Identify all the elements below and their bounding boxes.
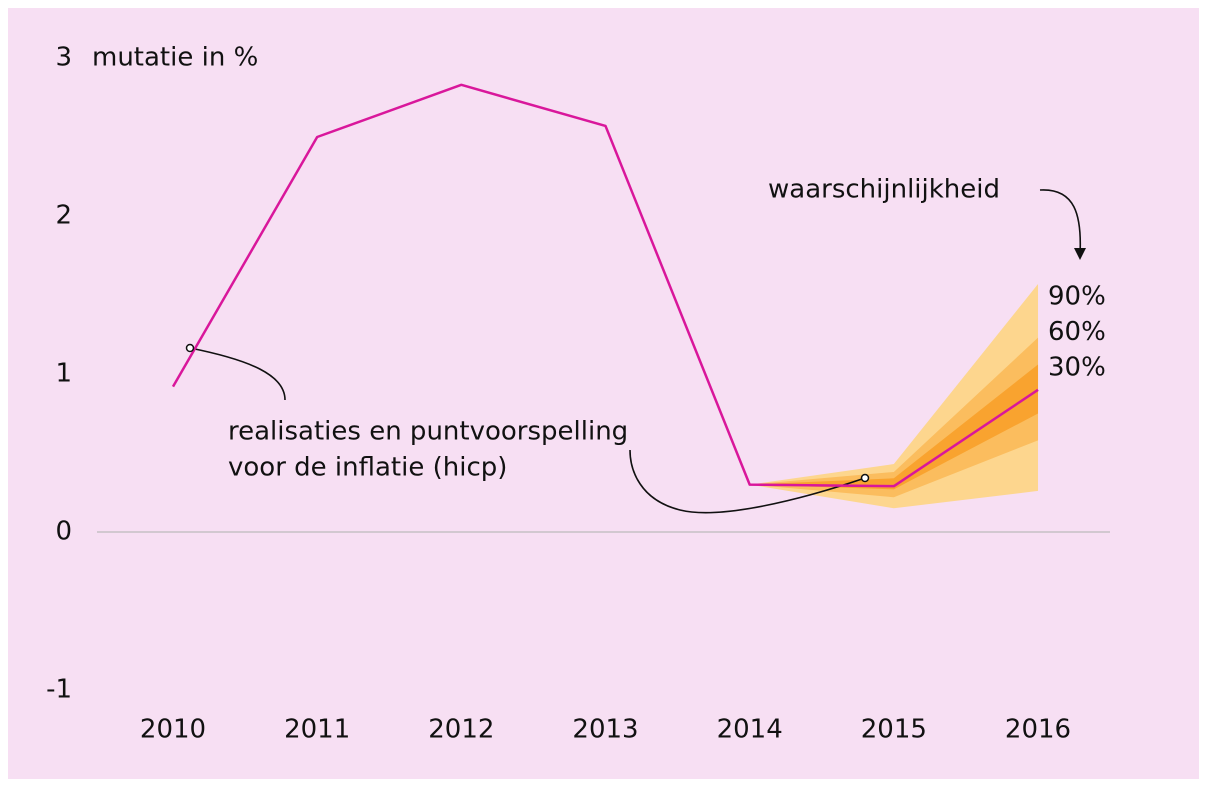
series-annotation: realisaties en puntvoorspelling xyxy=(228,417,628,447)
y-tick-label: -1 xyxy=(46,675,72,705)
leader-dot xyxy=(860,473,870,483)
x-tick-label: 2010 xyxy=(140,715,206,745)
leader-line xyxy=(629,449,866,514)
line xyxy=(171,83,1039,488)
x-tick-label: 2011 xyxy=(284,715,350,745)
y-tick-label: 2 xyxy=(55,201,72,231)
x-tick-label: 2012 xyxy=(428,715,494,745)
band-title: waarschijnlijkheid xyxy=(768,175,1000,205)
series-annotation: voor de inflatie (hicp) xyxy=(228,453,507,483)
x-tick-label: 2016 xyxy=(1005,715,1071,745)
leader-arrow xyxy=(1039,189,1082,256)
leader-dot xyxy=(185,343,195,353)
arrow-head xyxy=(1074,248,1086,260)
x-tick-label: 2013 xyxy=(572,715,638,745)
band-label: 60% xyxy=(1048,317,1106,347)
y-tick-label: 0 xyxy=(55,517,72,547)
y-tick-label: 3 xyxy=(55,43,72,73)
x-tick-label: 2015 xyxy=(861,715,927,745)
leader-line xyxy=(189,347,286,401)
fan-band xyxy=(749,337,1039,498)
y-axis-label: mutatie in % xyxy=(92,43,258,73)
x-tick-label: 2014 xyxy=(717,715,783,745)
band-label: 90% xyxy=(1048,282,1106,312)
band-label: 30% xyxy=(1048,353,1106,383)
y-tick-label: 1 xyxy=(55,359,72,389)
